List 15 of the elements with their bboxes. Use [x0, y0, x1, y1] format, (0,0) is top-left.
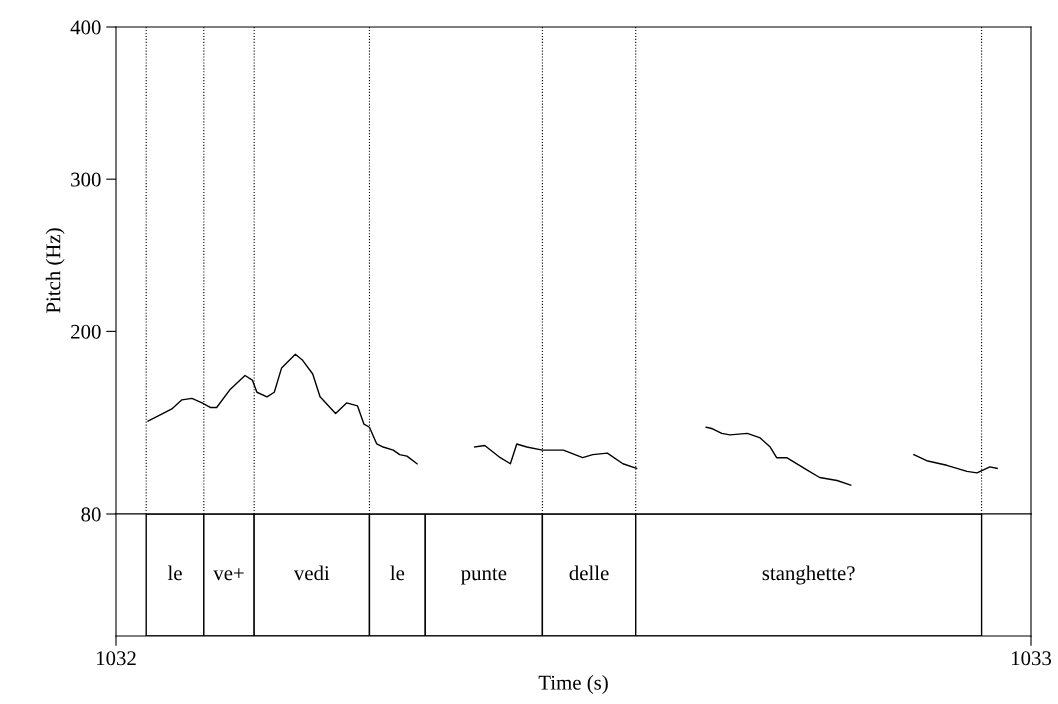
x-tick-label: 1032 [97, 651, 136, 666]
y-tick-label: 80 [81, 507, 101, 522]
x-axis-title: Time (s) [538, 675, 608, 694]
series-label: delle [569, 565, 609, 581]
y-tick-label: 400 [70, 20, 101, 35]
series-label: punte [461, 568, 507, 585]
y-axis-title: Pitch (Hz) [45, 228, 65, 313]
y-tick-label: 200 [71, 324, 101, 339]
series-label: stanghette? [762, 565, 855, 585]
x-tick-label: 1033 [1012, 651, 1052, 666]
series-label: vedi [293, 565, 330, 581]
series-label: le [390, 565, 405, 581]
series-label: le [167, 565, 182, 581]
y-tick-label: 300 [71, 172, 101, 187]
series-label: ve+ [213, 568, 244, 581]
